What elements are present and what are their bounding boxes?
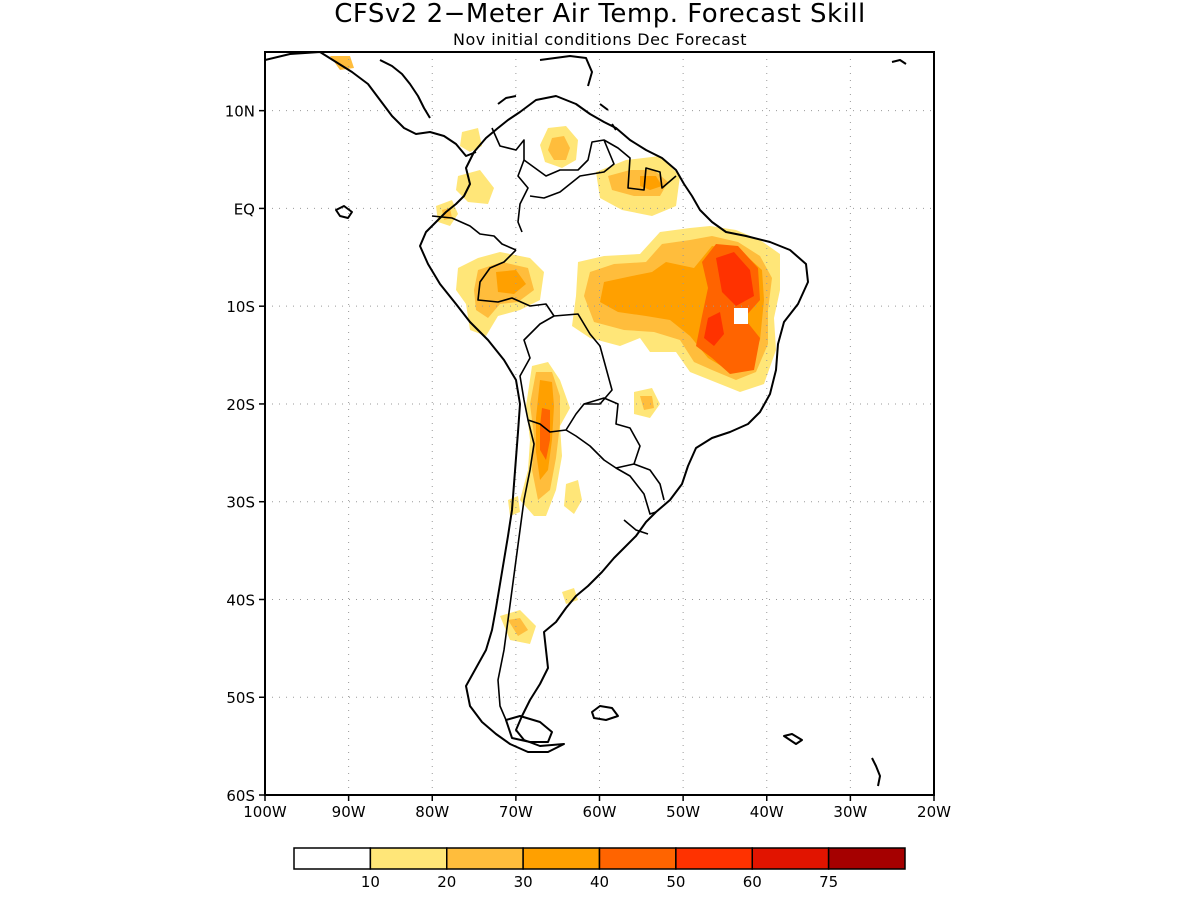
country-borders xyxy=(431,127,677,721)
map-area xyxy=(265,52,934,795)
lat-tick-label: 20S xyxy=(226,396,255,414)
lon-tick-label: 80W xyxy=(415,803,449,821)
skill-region-venezuela-core xyxy=(548,136,570,160)
coastlines xyxy=(265,52,907,787)
skill-region-colombia-north xyxy=(460,128,482,152)
lon-tick-label: 100W xyxy=(243,803,287,821)
colorbar-label: 75 xyxy=(819,873,838,891)
colorbar-swatch xyxy=(369,847,448,870)
lon-tick-label: 20W xyxy=(917,803,951,821)
coastline-sandwich-islands xyxy=(871,757,881,787)
lat-tick-label: 40S xyxy=(226,591,255,609)
skill-region-colombia xyxy=(456,170,494,204)
skill-region-argentina-east xyxy=(564,480,582,514)
lat-tick-label: 60S xyxy=(226,787,255,805)
colorbar-swatch xyxy=(598,847,677,870)
lat-tick-label: 10N xyxy=(225,103,255,121)
colorbar-swatch xyxy=(675,847,753,870)
colorbar-swatch xyxy=(446,847,524,870)
coastline-galapagos xyxy=(335,205,353,219)
figure-subtitle: Nov initial conditions Dec Forecast xyxy=(453,30,747,49)
coastline-south-america xyxy=(419,95,809,753)
lat-tick-label: 30S xyxy=(226,494,255,512)
border-guianas xyxy=(603,139,677,191)
colorbar-label: 10 xyxy=(361,873,380,891)
lat-tick-label: 50S xyxy=(226,689,255,707)
colorbar-label: 60 xyxy=(743,873,762,891)
skill-region-argentina-mid xyxy=(562,588,578,604)
coastline-falklands xyxy=(591,705,619,721)
lon-tick-label: 70W xyxy=(499,803,533,821)
colorbar-swatch xyxy=(751,847,830,870)
colorbar-label: 50 xyxy=(666,873,685,891)
lon-tick-label: 60W xyxy=(583,803,617,821)
skill-region-mexico xyxy=(330,56,354,70)
graticule xyxy=(265,52,934,795)
colorbar-label: 40 xyxy=(590,873,609,891)
skill-hole-brazil xyxy=(734,308,748,324)
colorbar: 10 20 30 40 50 60 75 xyxy=(293,847,906,891)
figure-title: CFSv2 2−Meter Air Temp. Forecast Skill xyxy=(334,0,866,29)
border-argentina-brazil xyxy=(633,463,665,501)
lat-tick-label: EQ xyxy=(234,200,255,218)
colorbar-swatch xyxy=(827,847,906,870)
lat-tick-label: 10S xyxy=(226,298,255,316)
border-ecuador-peru xyxy=(431,215,517,251)
skill-region-andes-l4 xyxy=(540,408,550,460)
colorbar-label: 20 xyxy=(437,873,456,891)
border-paraguay xyxy=(565,397,641,469)
skill-region-patagonia-core xyxy=(508,618,528,636)
border-chile-argentina xyxy=(497,419,535,721)
lon-tick-label: 40W xyxy=(750,803,784,821)
lon-tick-label: 30W xyxy=(833,803,867,821)
lon-tick-label: 90W xyxy=(332,803,366,821)
lon-tick-label: 50W xyxy=(666,803,700,821)
skill-region-brazil-l5 xyxy=(716,252,754,306)
coastline-south-georgia xyxy=(783,733,803,745)
border-uruguay xyxy=(615,467,657,535)
border-colombia-venezuela xyxy=(491,127,529,233)
coastline-tierra-del-fuego xyxy=(505,715,553,743)
skill-region-peru-peak xyxy=(496,270,526,294)
colorbar-swatch xyxy=(293,847,372,870)
skill-region-brazil-l5b xyxy=(704,312,724,346)
colorbar-label: 30 xyxy=(514,873,533,891)
coastline-caribbean-islands xyxy=(497,55,907,131)
colorbar-swatch xyxy=(522,847,601,870)
border-peru-brazil xyxy=(477,249,555,317)
skill-region-brazil-south-core xyxy=(640,396,654,410)
map-axes: 100W 90W 80W 70W 60W 50W 40W 30W 20W 10N EQ 10S 20S 3… xyxy=(225,103,951,821)
